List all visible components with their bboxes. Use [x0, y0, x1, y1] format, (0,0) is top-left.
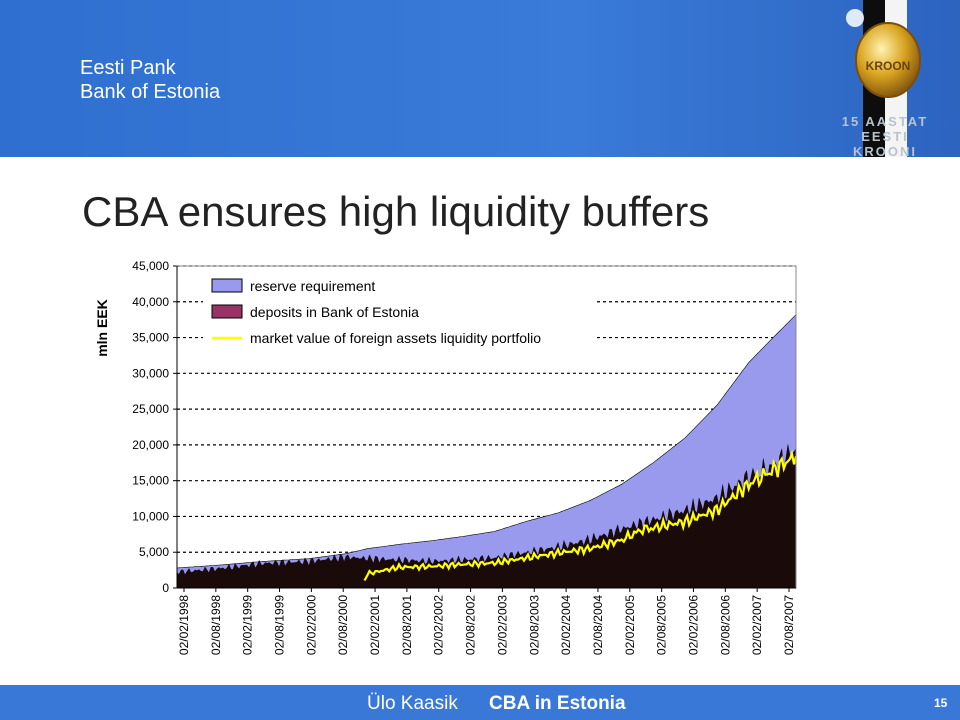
x-tick-label: 02/02/2007: [750, 595, 764, 655]
y-tick-label: 35,000: [132, 331, 169, 345]
anniversary-badge: 15 AASTAT EESTI KROONI: [830, 114, 940, 159]
slide-title: CBA ensures high liquidity buffers: [82, 188, 710, 235]
legend-swatch: [211, 304, 243, 319]
x-tick-label: 02/08/1998: [209, 595, 223, 655]
series-reserve-requirement: [176, 313, 797, 589]
legend-label: deposits in Bank of Estonia: [250, 304, 419, 320]
y-tick-label: 15,000: [132, 474, 169, 488]
legend-background: [203, 272, 594, 352]
header-bar: Eesti Pank Bank of Estonia KROON 15 AAST…: [0, 0, 960, 159]
x-tick-label: 02/02/2006: [686, 595, 700, 655]
x-tick-label: 02/08/1999: [273, 595, 287, 655]
liquidity-chart: 45,000 40,000 35,000 30,000 25,000 20,000 15,0…: [94, 259, 798, 655]
x-tick-label: 02/02/2000: [304, 595, 318, 655]
chart-areas: [176, 313, 798, 589]
org-name-estonian: Eesti Pank: [80, 57, 176, 79]
x-tick-label: 02/08/2003: [527, 595, 541, 655]
org-name-english: Bank of Estonia: [80, 81, 221, 103]
x-tick-label: 02/08/2004: [591, 595, 605, 655]
x-tick-label: 02/02/1999: [241, 595, 255, 655]
x-tick-label: 02/02/2005: [623, 595, 637, 655]
legend-swatch: [211, 278, 243, 293]
x-tick-label: 02/02/1998: [177, 595, 191, 655]
page-number: 15: [934, 696, 948, 710]
x-tick-label: 02/02/2004: [559, 595, 573, 655]
x-tick-label: 02/08/2005: [655, 595, 669, 655]
x-tick-label: 02/08/2002: [464, 595, 478, 655]
badge-line-1: 15 AASTAT: [841, 114, 929, 129]
chart-legend: reserve requirement deposits in Bank of E…: [203, 272, 594, 352]
footer-author: Ülo Kaasik: [367, 693, 458, 714]
legend-label: market value of foreign assets liquidity…: [250, 330, 541, 346]
chart-axes: 45,000 40,000 35,000 30,000 25,000 20,000 15,0…: [132, 259, 797, 655]
series-foreign-assets-liquidity-portfolio: [363, 449, 798, 581]
y-tick-label: 25,000: [132, 402, 169, 416]
x-tick-label: 02/08/2007: [782, 595, 796, 655]
y-tick-label: 0: [162, 581, 169, 595]
footer-topic: CBA in Estonia: [489, 693, 626, 714]
y-tick-label: 5,000: [139, 545, 169, 559]
footer-bar: Ülo Kaasik CBA in Estonia 15: [0, 685, 960, 720]
x-tick-label: 02/08/2000: [336, 595, 350, 655]
x-tick-label: 02/02/2002: [432, 595, 446, 655]
badge-line-2: EESTI KROONI: [853, 129, 917, 159]
y-tick-label: 30,000: [132, 366, 169, 380]
y-axis-label: mln EEK: [94, 299, 110, 357]
x-tick-label: 02/08/2001: [400, 595, 414, 655]
coin-text: KROON: [866, 59, 911, 73]
y-tick-label: 40,000: [132, 295, 169, 309]
y-tick-label: 20,000: [132, 438, 169, 452]
legend-label: reserve requirement: [250, 278, 375, 294]
kroon-coin-icon: KROON: [846, 0, 921, 157]
y-tick-label: 45,000: [132, 259, 169, 273]
x-tick-label: 02/02/2001: [368, 595, 382, 655]
y-tick-label: 10,000: [132, 509, 169, 523]
series-deposits-in-bank-of-estonia: [176, 444, 797, 589]
x-tick-label: 02/08/2006: [718, 595, 732, 655]
x-tick-label: 02/02/2003: [495, 595, 509, 655]
